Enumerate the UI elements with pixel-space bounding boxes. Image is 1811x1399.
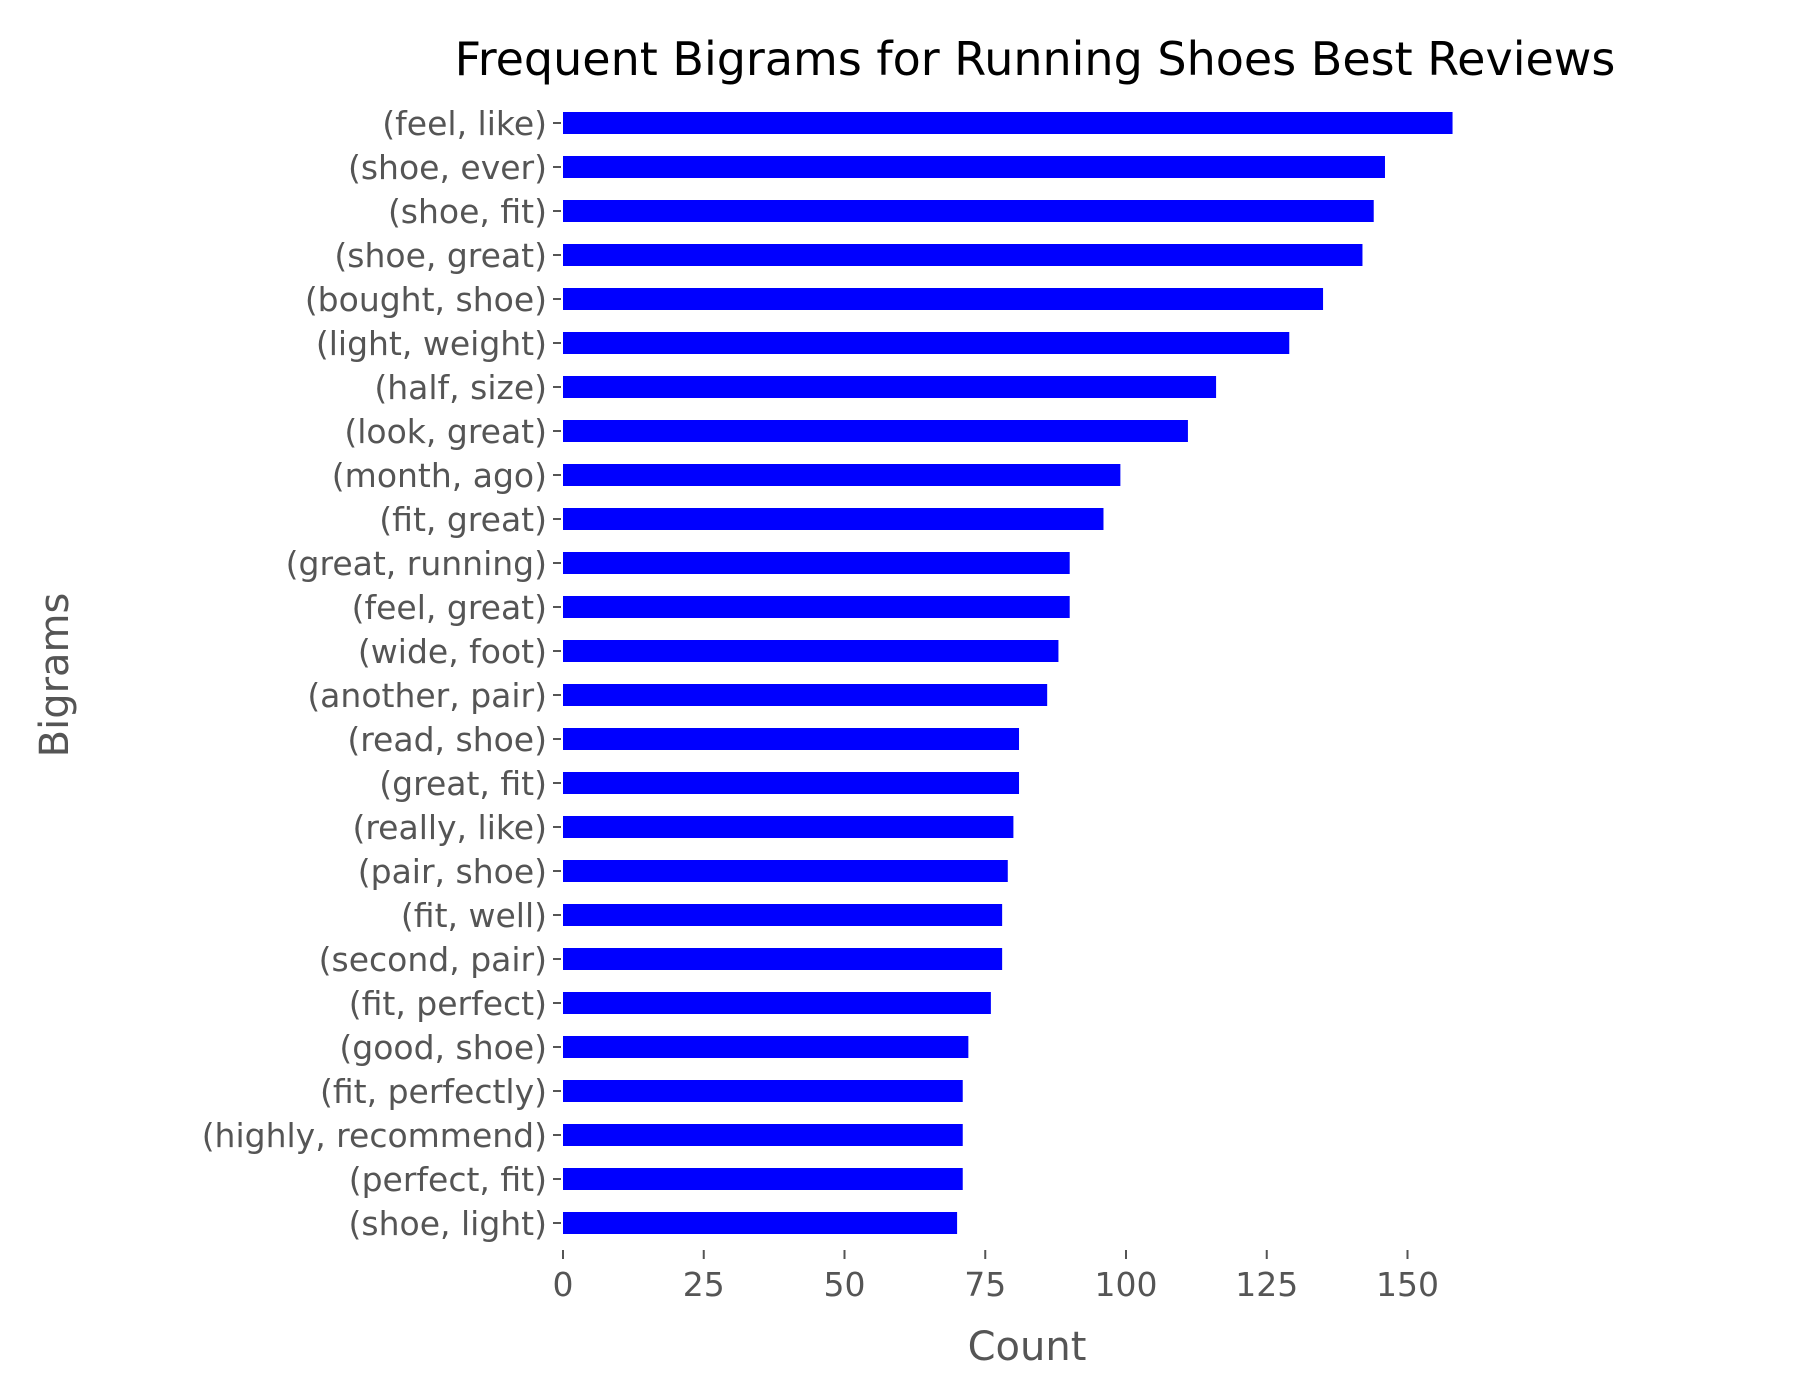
- x-tick-label: 75: [964, 1265, 1006, 1304]
- bar: [563, 596, 1070, 618]
- y-tick-label: (read, shoe): [347, 720, 547, 759]
- y-tick-label: (feel, like): [382, 104, 547, 143]
- bar: [563, 640, 1059, 662]
- y-tick-label: (pair, shoe): [358, 852, 547, 891]
- bar: [563, 860, 1008, 882]
- y-tick-label: (good, shoe): [339, 1028, 547, 1067]
- bar: [563, 156, 1385, 178]
- y-tick-label: (feel, great): [352, 588, 547, 627]
- y-axis-label: Bigrams: [32, 593, 78, 758]
- x-tick-label: 150: [1376, 1265, 1439, 1304]
- y-tick-label: (half, size): [374, 368, 547, 407]
- bar: [563, 244, 1363, 266]
- bar: [563, 288, 1324, 310]
- bar: [563, 464, 1121, 486]
- y-tick-label: (second, pair): [319, 940, 547, 979]
- y-tick-label: (fit, well): [401, 896, 547, 935]
- bar: [563, 1036, 969, 1058]
- bar: [563, 1168, 963, 1190]
- y-tick-label: (shoe, light): [349, 1204, 547, 1243]
- bar: [563, 112, 1453, 134]
- bar: [563, 508, 1104, 530]
- y-tick-label: (fit, perfect): [349, 984, 547, 1023]
- bars-layer: [563, 112, 1453, 1234]
- y-tick-label: (fit, perfectly): [320, 1072, 547, 1111]
- x-axis: 0 25 50 75 100 125 150: [553, 1250, 1439, 1304]
- y-tick-label: (month, ago): [332, 456, 547, 495]
- bar: [563, 200, 1374, 222]
- bar: [563, 420, 1188, 442]
- bar: [563, 1080, 963, 1102]
- y-tick-label: (shoe, fit): [388, 192, 547, 231]
- y-tick-label: (great, fit): [379, 764, 547, 803]
- y-tick-label: (light, weight): [316, 324, 547, 363]
- y-tick-label: (highly, recommend): [202, 1116, 547, 1155]
- bar: [563, 772, 1020, 794]
- bar: [563, 552, 1070, 574]
- x-tick-label: 25: [683, 1265, 725, 1304]
- bar: [563, 376, 1217, 398]
- y-tick-label: (look, great): [344, 412, 547, 451]
- bar: [563, 1124, 963, 1146]
- chart-title: Frequent Bigrams for Running Shoes Best …: [455, 32, 1616, 86]
- y-tick-label: (really, like): [352, 808, 547, 847]
- y-axis: (feel, like) (shoe, ever) (shoe, fit) (shoe…: [202, 104, 561, 1243]
- y-tick-label: (perfect, fit): [349, 1160, 547, 1199]
- y-tick-label: (fit, great): [379, 500, 547, 539]
- y-tick-label: (shoe, ever): [348, 148, 547, 187]
- bar: [563, 1212, 958, 1234]
- y-tick-label: (wide, foot): [358, 632, 547, 671]
- y-tick-label: (shoe, great): [334, 236, 547, 275]
- bar: [563, 684, 1048, 706]
- bar: [563, 948, 1003, 970]
- x-tick-label: 0: [553, 1265, 574, 1304]
- bar: [563, 992, 991, 1014]
- x-tick-label: 125: [1235, 1265, 1298, 1304]
- x-tick-label: 100: [1095, 1265, 1158, 1304]
- bar: [563, 816, 1014, 838]
- y-tick-label: (great, running): [286, 544, 547, 583]
- bar: [563, 728, 1020, 750]
- y-tick-label: (bought, shoe): [305, 280, 547, 319]
- bar: [563, 332, 1290, 354]
- bar: [563, 904, 1003, 926]
- x-tick-label: 50: [824, 1265, 866, 1304]
- x-axis-label: Count: [968, 1324, 1087, 1370]
- y-tick-label: (another, pair): [307, 676, 547, 715]
